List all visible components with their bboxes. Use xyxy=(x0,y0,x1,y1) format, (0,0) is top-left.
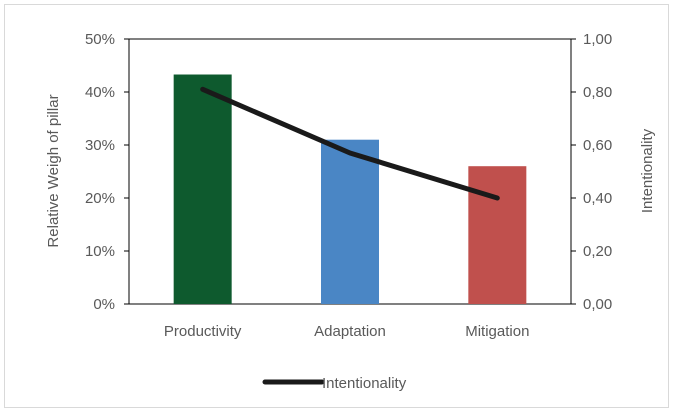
intentionality-line xyxy=(200,86,500,201)
y2-tick-label: 0,40 xyxy=(583,190,612,207)
x-tick-label: Productivity xyxy=(164,323,242,340)
legend-label: Intentionality xyxy=(322,375,407,392)
y-tick-label: 20% xyxy=(85,190,115,207)
bar-adaptation xyxy=(321,139,379,304)
y-tick-label: 10% xyxy=(85,243,115,260)
y2-axis-title: Intentionality xyxy=(639,128,656,213)
y-tick-label: 30% xyxy=(85,137,115,154)
y2-tick-label: 0,00 xyxy=(583,296,612,313)
y-tick-label: 50% xyxy=(85,31,115,48)
y-tick-label: 40% xyxy=(85,84,115,101)
bar-series xyxy=(173,74,527,304)
y2-tick-label: 0,60 xyxy=(583,137,612,154)
y-axis-title: Relative Weigh of pillar xyxy=(45,94,62,247)
legend: Intentionality xyxy=(262,375,407,392)
x-axis-ticks: Productivity Adaptation Mitigation xyxy=(164,323,530,340)
y2-tick-label: 0,80 xyxy=(583,84,612,101)
line-series xyxy=(200,86,500,201)
right-axis-ticks: 0,00 0,20 0,40 0,60 0,80 1,00 xyxy=(571,31,612,313)
bar-mitigation xyxy=(468,166,527,304)
x-tick-label: Mitigation xyxy=(465,323,529,340)
y2-tick-label: 0,20 xyxy=(583,243,612,260)
bar-productivity xyxy=(173,74,232,304)
left-axis-ticks: 0% 10% 20% 30% 40% 50% xyxy=(85,31,129,313)
x-tick-label: Adaptation xyxy=(314,323,386,340)
y2-tick-label: 1,00 xyxy=(583,31,612,48)
y-tick-label: 0% xyxy=(93,296,115,313)
